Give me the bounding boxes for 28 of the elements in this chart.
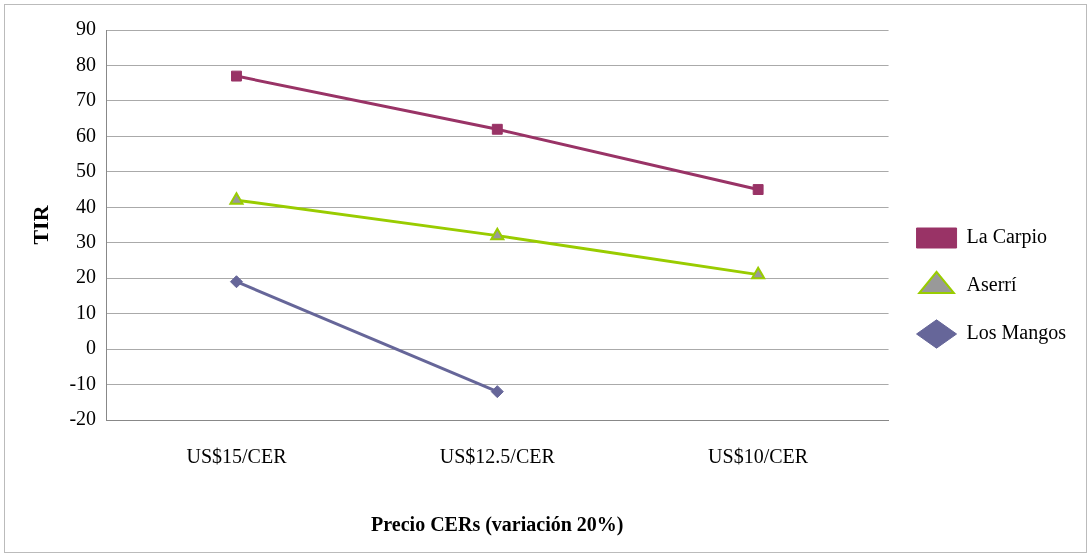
x-tick-label: US$12.5/CER xyxy=(439,445,556,468)
y-tick-label: 0 xyxy=(86,336,97,359)
x-axis-title: Precio CERs (variación 20%) xyxy=(371,513,624,537)
y-tick-label: -20 xyxy=(69,407,97,430)
point xyxy=(490,227,505,241)
point xyxy=(490,385,504,399)
point xyxy=(229,192,244,205)
y-tick-label: 40 xyxy=(76,194,97,217)
y-tick-label: 10 xyxy=(76,300,97,323)
y-tick-label: 90 xyxy=(76,17,97,40)
point xyxy=(752,184,764,195)
y-tick-label: 30 xyxy=(76,229,97,252)
y-tick-label: 60 xyxy=(76,123,97,146)
point xyxy=(491,123,503,135)
point xyxy=(751,266,766,280)
legend-label: Aserrí xyxy=(966,273,1017,296)
y-tick-label: -10 xyxy=(69,371,97,394)
legend-label: Los Mangos xyxy=(966,321,1067,345)
y-tick-label: 50 xyxy=(76,159,97,182)
x-tick-label: US$10/CER xyxy=(708,445,809,468)
legend-label: La Carpio xyxy=(966,225,1048,249)
y-axis-title: TIR xyxy=(27,204,53,245)
y-tick-label: 20 xyxy=(76,265,97,288)
point xyxy=(231,70,242,82)
x-tick-label: US$15/CER xyxy=(186,445,288,468)
y-tick-label: 70 xyxy=(76,88,97,111)
point xyxy=(229,275,243,289)
y-tick-label: 80 xyxy=(76,52,97,75)
